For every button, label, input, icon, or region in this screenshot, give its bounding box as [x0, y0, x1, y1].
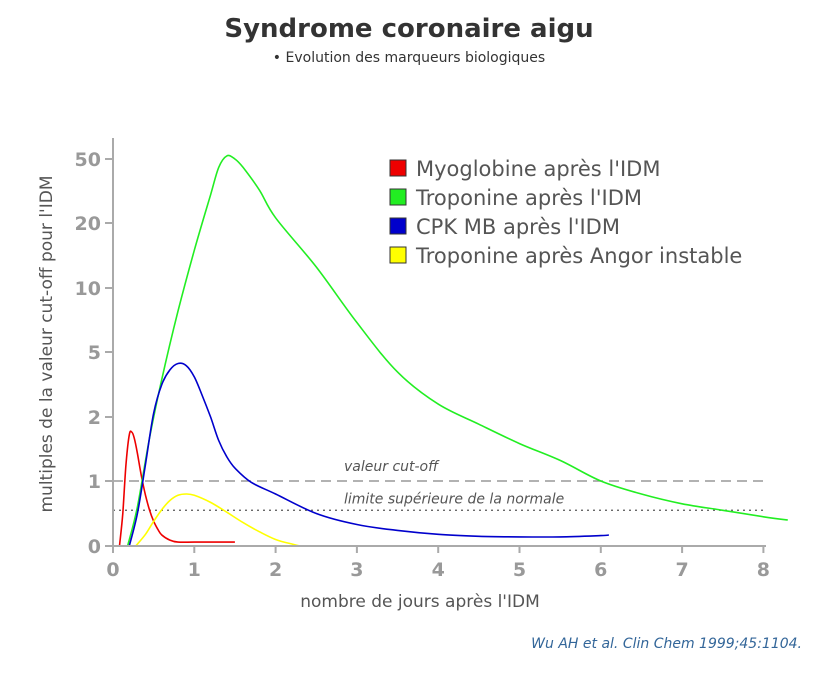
reference-line-label: valeur cut-off: [344, 459, 440, 475]
legend-label: Troponine après Angor instable: [415, 244, 742, 268]
page-subtitle: • Evolution des marqueurs biologiques: [272, 50, 546, 66]
y-tick-label: 1: [88, 471, 101, 493]
reference-line-label: limite supérieure de la normale: [344, 491, 564, 507]
page-title: Syndrome coronaire aigu: [224, 14, 594, 44]
x-tick-label: 6: [594, 559, 607, 581]
series-layer: [118, 154, 788, 547]
y-tick-label: 5: [88, 342, 101, 364]
legend-label: CPK MB après l'IDM: [416, 215, 620, 239]
axes-layer: [112, 138, 766, 547]
legend: Myoglobine après l'IDM Troponine après l'…: [389, 157, 742, 268]
legend-swatch: [389, 188, 407, 206]
x-tick-label: 5: [513, 559, 526, 581]
x-axis-label: nombre de jours après l'IDM: [300, 592, 540, 612]
series-line: [128, 362, 609, 547]
y-tick-label: 10: [75, 278, 101, 300]
legend-label: Troponine après l'IDM: [415, 186, 642, 210]
legend-swatch: [389, 159, 407, 177]
reference-lines-layer: valeur cut-off limite supérieure de la no…: [113, 459, 766, 511]
x-tick-label: 2: [269, 559, 282, 581]
legend-swatch: [389, 217, 407, 235]
y-tick-label: 0: [88, 536, 101, 558]
series-line: [118, 430, 235, 547]
legend-swatch: [389, 246, 407, 264]
x-tick-label: 4: [432, 559, 445, 581]
y-tick-label: 20: [75, 213, 101, 235]
ticks-layer: 0 1 2 5 10 20 50 0 1 2 3 4 5 6 7 8: [75, 149, 770, 581]
y-axis-label: multiples de la valeur cut-off pour l'ID…: [37, 176, 57, 513]
x-tick-label: 3: [350, 559, 363, 581]
x-tick-label: 7: [675, 559, 688, 581]
y-tick-label: 50: [75, 149, 101, 171]
x-tick-label: 8: [757, 559, 770, 581]
legend-label: Myoglobine après l'IDM: [416, 157, 660, 181]
citation: Wu AH et al. Clin Chem 1999;45:1104.: [531, 636, 802, 652]
series-line: [135, 493, 301, 547]
y-tick-label: 2: [88, 407, 101, 429]
x-tick-label: 1: [188, 559, 201, 581]
series-line: [126, 154, 788, 547]
x-tick-label: 0: [106, 559, 119, 581]
